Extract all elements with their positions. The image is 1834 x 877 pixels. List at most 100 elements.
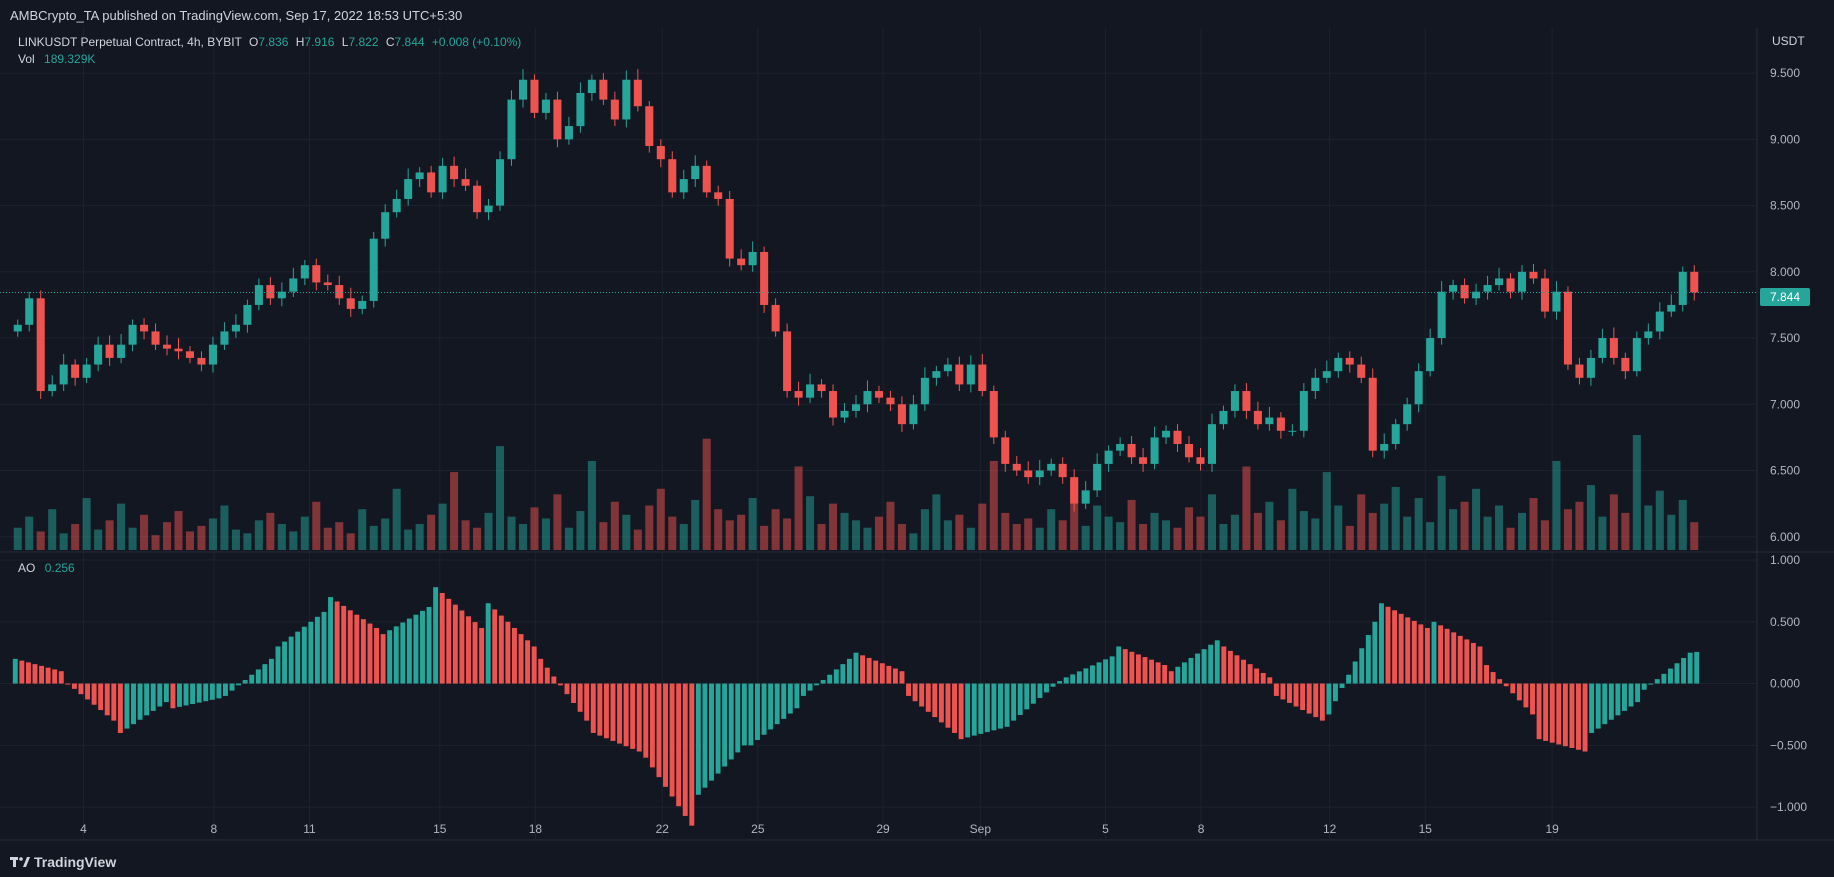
tradingview-logo[interactable]: TradingView [10,854,116,870]
candle-body [725,198,734,259]
time-tick-label: 25 [751,822,765,836]
volume-bar [128,527,137,550]
tradingview-logo-icon [10,857,30,867]
candle-body [1506,278,1515,292]
candle-body [335,285,344,299]
ao-bar [1418,624,1424,684]
volume-value: 189.329K [44,52,96,66]
candle-body [197,357,206,365]
candle-body [82,364,91,378]
candle-body [1644,331,1653,339]
candle-body [1655,311,1664,332]
ao-bar [1293,683,1299,707]
volume-bar [1150,512,1159,550]
ao-bar [91,683,97,705]
ao-bar [643,683,649,758]
ao-bar [1089,665,1095,684]
ao-bar [117,683,123,733]
candle-body [174,348,183,352]
ao-bar [466,616,471,684]
ao-bar [420,610,425,684]
ao-bar [833,669,839,684]
candle-body [59,364,68,385]
candle-body [1093,463,1102,491]
main-legend: LINKUSDT Perpetual Contract, 4h, BYBIT O… [18,35,521,49]
candle-body [231,324,240,332]
ao-bar [1569,683,1575,748]
ao-bar [1287,683,1292,703]
ao-bar [242,680,248,684]
volume-bar [1093,505,1102,550]
ao-bar [39,665,45,684]
ao-bar [1175,666,1181,684]
ao-bar [827,674,833,684]
ao-bar [663,683,668,787]
candle-body [1357,364,1366,378]
candle-body [932,371,941,378]
volume-bar [1632,435,1641,550]
ao-bar [787,683,793,714]
ao-bar [1549,683,1555,743]
ao-bar [1030,683,1036,704]
candle-body [105,344,114,358]
open-value: 7.836 [258,35,289,49]
candle-body [392,198,401,213]
ao-bar [820,680,826,684]
ao-bar [459,610,465,684]
volume-bar [1334,505,1343,550]
ao-bar [1503,683,1509,687]
ao-bar [1405,617,1411,684]
volume-bar [564,527,573,550]
time-tick-label: 8 [211,822,218,836]
time-tick-label: 19 [1545,822,1559,836]
ao-bar [1063,677,1069,684]
volume-bar [725,520,734,550]
ao-bar [1234,655,1240,684]
ao-bar [1641,683,1647,690]
ao-bar [1556,683,1562,745]
volume-bar [1276,520,1285,550]
volume-bar [668,516,677,550]
volume-bar [117,503,126,550]
volume-bar [1506,527,1515,550]
price-tick-label: 7.000 [1770,397,1800,411]
symbol-label[interactable]: LINKUSDT Perpetual Contract, 4h, BYBIT [18,35,242,49]
candle-body [220,331,229,345]
ao-bar [492,609,498,684]
volume-bar [1483,516,1492,550]
volume-bar [1678,499,1687,550]
ao-bar [1122,649,1128,684]
ao-bar [1477,646,1483,684]
volume-label[interactable]: Vol [18,52,35,66]
ao-label[interactable]: AO [18,561,36,575]
candle-body [541,99,550,113]
ao-bar [1608,683,1614,720]
candle-body [1253,410,1262,425]
candle-body [1586,357,1595,378]
candle-body [897,404,906,425]
ao-bar [157,683,163,707]
volume-bar [1035,527,1044,550]
ao-bar [177,683,182,707]
ao-tick-label: 1.000 [1770,553,1800,567]
ao-bar [1602,683,1608,725]
volume-bar [1127,499,1136,550]
candle-body [358,300,367,309]
ao-bar [1346,674,1352,684]
volume-bar [622,514,631,550]
candle-body [1299,391,1308,431]
ao-bar [1694,651,1700,684]
price-tick-label: 7.500 [1770,331,1800,345]
candle-body [1127,444,1136,458]
ao-bar [1451,632,1457,684]
candle-body [1116,444,1125,451]
volume-bar [484,512,493,550]
ao-bar [538,658,544,684]
chart-area[interactable]: 9.500 9.000 8.500 8.000 7.500 7.000 6.500 6.000… [0,28,1834,848]
high-value: 7.916 [304,35,335,49]
ao-bar [1424,627,1430,684]
ao-bar [879,663,885,684]
ao-bar [1273,683,1279,696]
candle-body [920,377,929,405]
volume-bar [1437,475,1446,550]
